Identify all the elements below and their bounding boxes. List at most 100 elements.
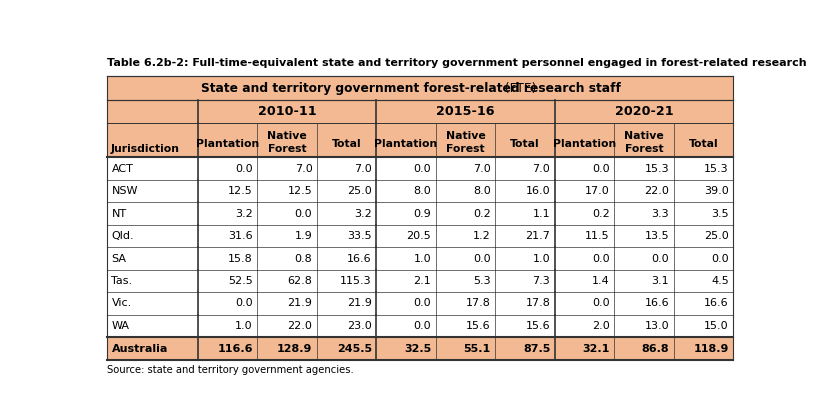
Text: 116.6: 116.6: [217, 344, 253, 354]
Text: 3.3: 3.3: [652, 208, 669, 218]
Text: 3.2: 3.2: [235, 208, 253, 218]
Text: 20.5: 20.5: [406, 231, 432, 241]
Text: WA: WA: [112, 321, 130, 331]
Bar: [376, 124, 436, 157]
Bar: [495, 180, 555, 202]
Text: Qld.: Qld.: [112, 231, 134, 241]
Bar: [674, 202, 733, 225]
Text: 16.6: 16.6: [704, 298, 729, 308]
Bar: [197, 100, 376, 124]
Text: 17.8: 17.8: [526, 298, 550, 308]
Text: Vic.: Vic.: [112, 298, 131, 308]
Bar: [376, 337, 436, 360]
Text: 0.2: 0.2: [473, 208, 490, 218]
Text: State and territory government forest-related research staff: State and territory government forest-re…: [201, 82, 621, 94]
Text: 128.9: 128.9: [277, 344, 313, 354]
Bar: [555, 100, 733, 124]
Text: 115.3: 115.3: [340, 276, 372, 286]
Text: 7.3: 7.3: [533, 276, 550, 286]
Bar: [436, 292, 495, 315]
Bar: [436, 157, 495, 180]
Text: 21.9: 21.9: [287, 298, 313, 308]
Bar: [555, 315, 614, 337]
Text: 52.5: 52.5: [228, 276, 253, 286]
Text: Native: Native: [624, 131, 663, 141]
Text: 12.5: 12.5: [287, 186, 313, 196]
Text: 13.5: 13.5: [645, 231, 669, 241]
Text: 0.0: 0.0: [592, 254, 610, 264]
Bar: [436, 247, 495, 270]
Bar: [614, 180, 674, 202]
Bar: [436, 202, 495, 225]
Bar: [107, 270, 197, 292]
Text: 22.0: 22.0: [645, 186, 669, 196]
Bar: [107, 100, 197, 124]
Text: 15.0: 15.0: [704, 321, 729, 331]
Text: 7.0: 7.0: [533, 164, 550, 174]
Bar: [436, 225, 495, 247]
Bar: [674, 157, 733, 180]
Bar: [197, 157, 257, 180]
Bar: [107, 247, 197, 270]
Text: 2010-11: 2010-11: [258, 106, 317, 118]
Bar: [555, 124, 614, 157]
Bar: [614, 225, 674, 247]
Bar: [555, 292, 614, 315]
Text: 1.0: 1.0: [533, 254, 550, 264]
Bar: [495, 270, 555, 292]
Bar: [376, 157, 436, 180]
Bar: [376, 225, 436, 247]
Text: Forest: Forest: [624, 144, 663, 154]
Bar: [317, 337, 376, 360]
Text: 17.0: 17.0: [585, 186, 610, 196]
Text: 15.3: 15.3: [704, 164, 729, 174]
Bar: [376, 180, 436, 202]
Bar: [495, 247, 555, 270]
Bar: [495, 315, 555, 337]
Text: 15.3: 15.3: [645, 164, 669, 174]
Bar: [107, 180, 197, 202]
Text: 15.6: 15.6: [526, 321, 550, 331]
Text: 245.5: 245.5: [337, 344, 372, 354]
Text: 3.1: 3.1: [652, 276, 669, 286]
Text: 11.5: 11.5: [585, 231, 610, 241]
Bar: [197, 124, 257, 157]
Text: Forest: Forest: [446, 144, 485, 154]
Bar: [436, 180, 495, 202]
Text: 0.0: 0.0: [235, 164, 253, 174]
Bar: [317, 292, 376, 315]
Text: NT: NT: [112, 208, 126, 218]
Bar: [555, 337, 614, 360]
Text: 0.0: 0.0: [414, 164, 432, 174]
Text: 86.8: 86.8: [641, 344, 669, 354]
Bar: [436, 124, 495, 157]
Bar: [614, 157, 674, 180]
Text: Jurisdiction: Jurisdiction: [111, 144, 180, 154]
Text: 39.0: 39.0: [704, 186, 729, 196]
Text: NSW: NSW: [112, 186, 138, 196]
Bar: [257, 225, 317, 247]
Bar: [107, 292, 197, 315]
Bar: [436, 315, 495, 337]
Text: Total: Total: [689, 139, 718, 149]
Bar: [555, 225, 614, 247]
Bar: [436, 270, 495, 292]
Bar: [257, 202, 317, 225]
Text: 4.5: 4.5: [711, 276, 729, 286]
Text: Forest: Forest: [268, 144, 306, 154]
Bar: [376, 270, 436, 292]
Text: 62.8: 62.8: [287, 276, 313, 286]
Text: 32.5: 32.5: [404, 344, 432, 354]
Bar: [257, 337, 317, 360]
Text: 0.9: 0.9: [414, 208, 432, 218]
Text: 15.6: 15.6: [466, 321, 490, 331]
Bar: [197, 270, 257, 292]
Bar: [674, 270, 733, 292]
Bar: [614, 124, 674, 157]
Text: 2.1: 2.1: [414, 276, 432, 286]
Bar: [317, 202, 376, 225]
Bar: [197, 225, 257, 247]
Bar: [317, 315, 376, 337]
Bar: [614, 292, 674, 315]
Bar: [257, 124, 317, 157]
